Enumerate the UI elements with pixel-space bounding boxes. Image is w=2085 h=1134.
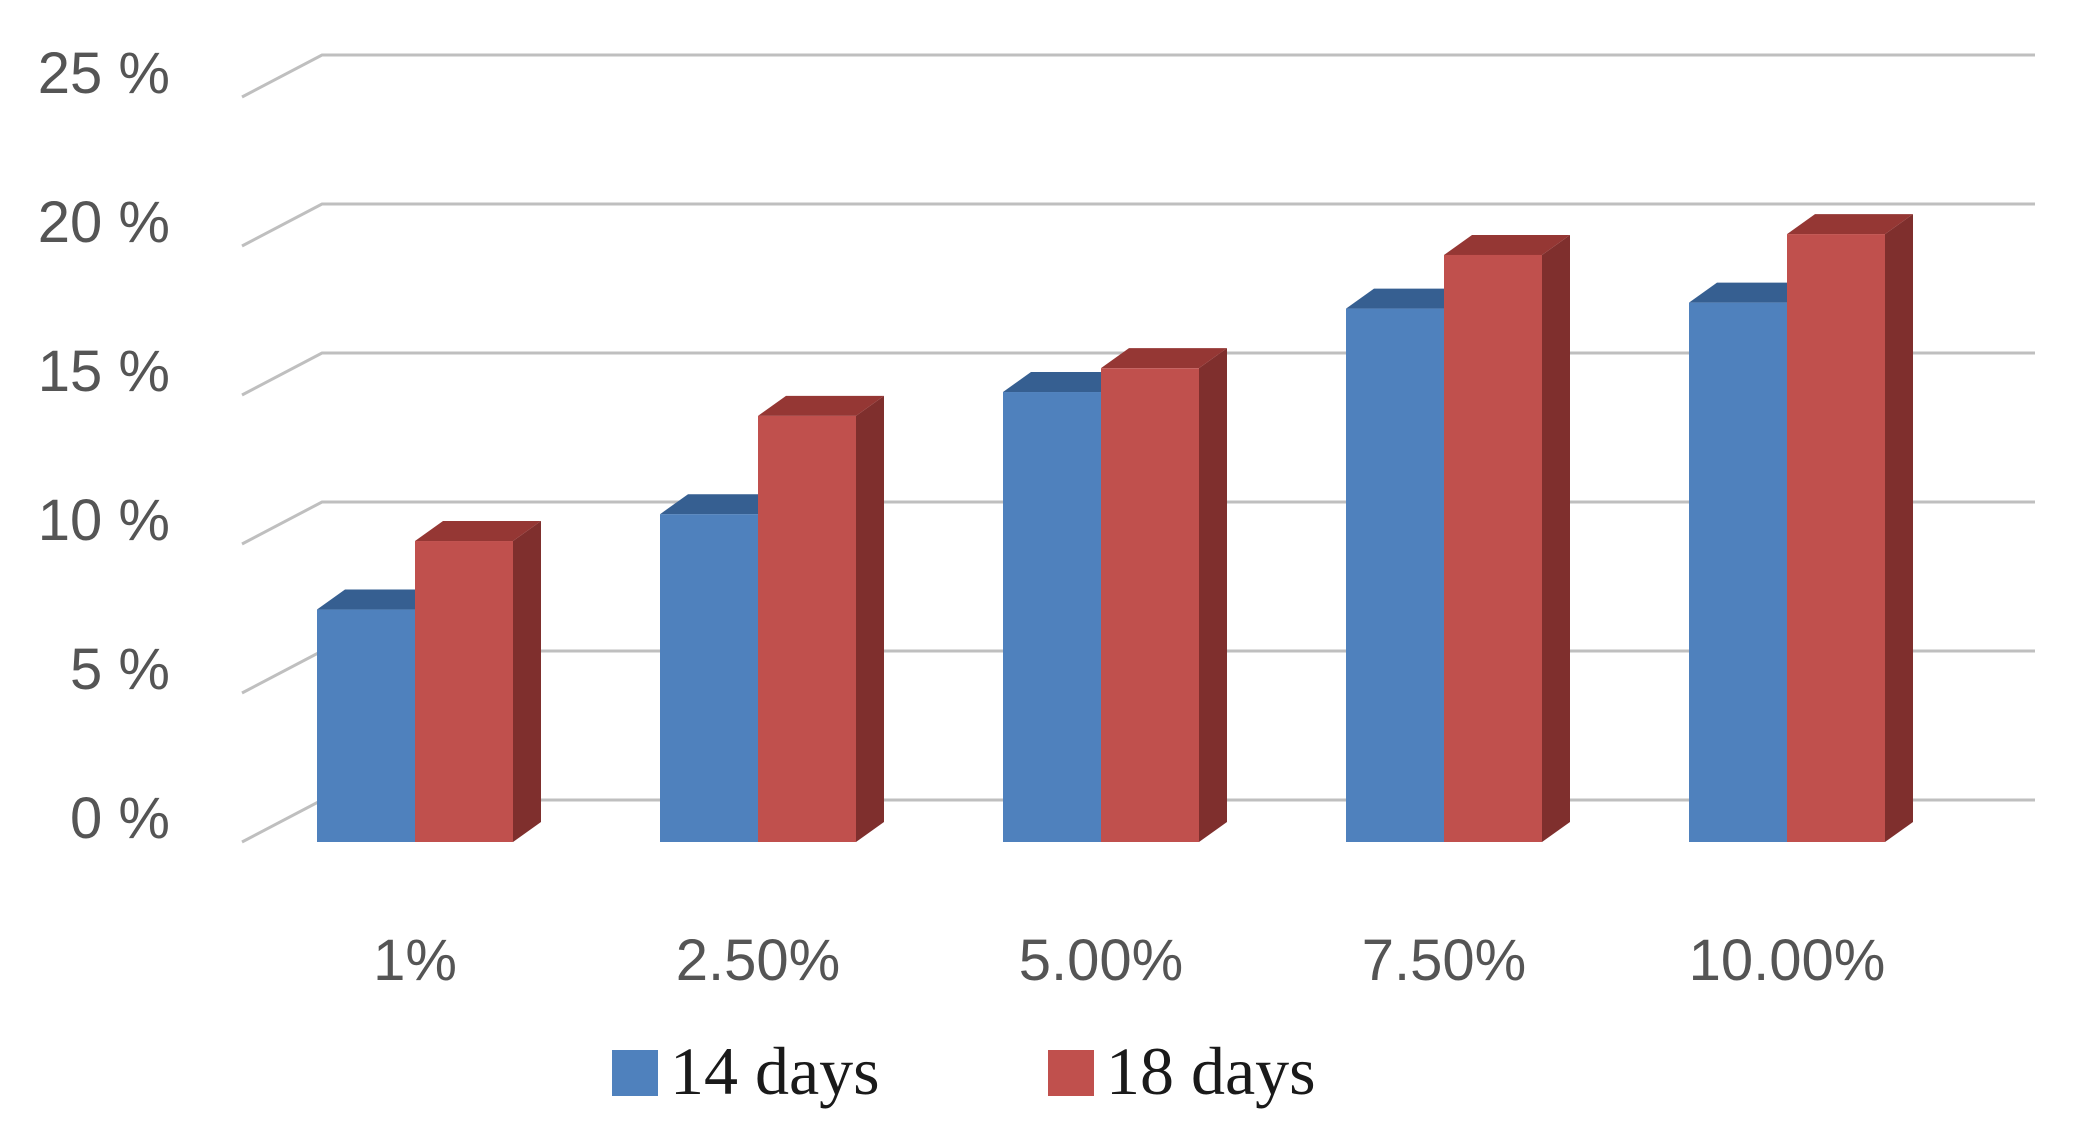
bar	[1787, 234, 1885, 842]
y-tick-label: 10 %	[38, 488, 170, 553]
bar	[1444, 254, 1542, 842]
gridline	[241, 202, 2035, 248]
bar	[415, 541, 513, 842]
bar-side-face	[1542, 234, 1570, 842]
x-axis-ticks: 1% 2.50% 5.00% 7.50% 10.00%	[373, 928, 1885, 993]
bar	[758, 415, 856, 842]
bar	[317, 609, 415, 842]
bar-side-face	[856, 395, 884, 842]
bars	[317, 214, 1913, 843]
bar-top-face	[1346, 288, 1472, 309]
bar-top-face	[1689, 282, 1815, 303]
y-tick-label: 25 %	[38, 41, 170, 106]
bar-side-face	[1885, 214, 1913, 842]
x-tick-label: 1%	[373, 928, 457, 993]
bar-top-face	[1787, 214, 1913, 235]
y-tick-label: 15 %	[38, 339, 170, 404]
gridline	[241, 53, 2035, 99]
bar	[1346, 308, 1444, 843]
x-tick-label: 7.50%	[1362, 928, 1526, 993]
bar	[1101, 368, 1199, 842]
x-tick-label: 2.50%	[676, 928, 840, 993]
y-tick-label: 5 %	[70, 637, 170, 702]
bar-side-face	[1199, 348, 1227, 842]
bar	[1689, 302, 1787, 842]
x-tick-label: 5.00%	[1019, 928, 1183, 993]
bar-top-face	[1444, 234, 1570, 255]
bar	[1003, 392, 1101, 842]
x-tick-label: 10.00%	[1689, 928, 1886, 993]
legend-label: 14 days	[670, 1033, 880, 1109]
y-tick-label: 20 %	[38, 190, 170, 255]
bar-top-face	[317, 589, 443, 610]
bar-top-face	[1003, 372, 1129, 393]
bar-top-face	[1101, 348, 1227, 369]
bar-top-face	[415, 521, 541, 542]
bar	[660, 514, 758, 842]
y-axis-ticks: 0 % 5 % 10 % 15 % 20 % 25 %	[38, 41, 170, 851]
legend-label: 18 days	[1106, 1033, 1316, 1109]
legend-swatch	[1048, 1050, 1094, 1096]
bar-side-face	[513, 521, 541, 842]
legend-swatch	[612, 1050, 658, 1096]
bar-top-face	[660, 494, 786, 515]
y-tick-label: 0 %	[70, 786, 170, 851]
legend: 14 days 18 days	[612, 1033, 1316, 1109]
bar-top-face	[758, 395, 884, 416]
